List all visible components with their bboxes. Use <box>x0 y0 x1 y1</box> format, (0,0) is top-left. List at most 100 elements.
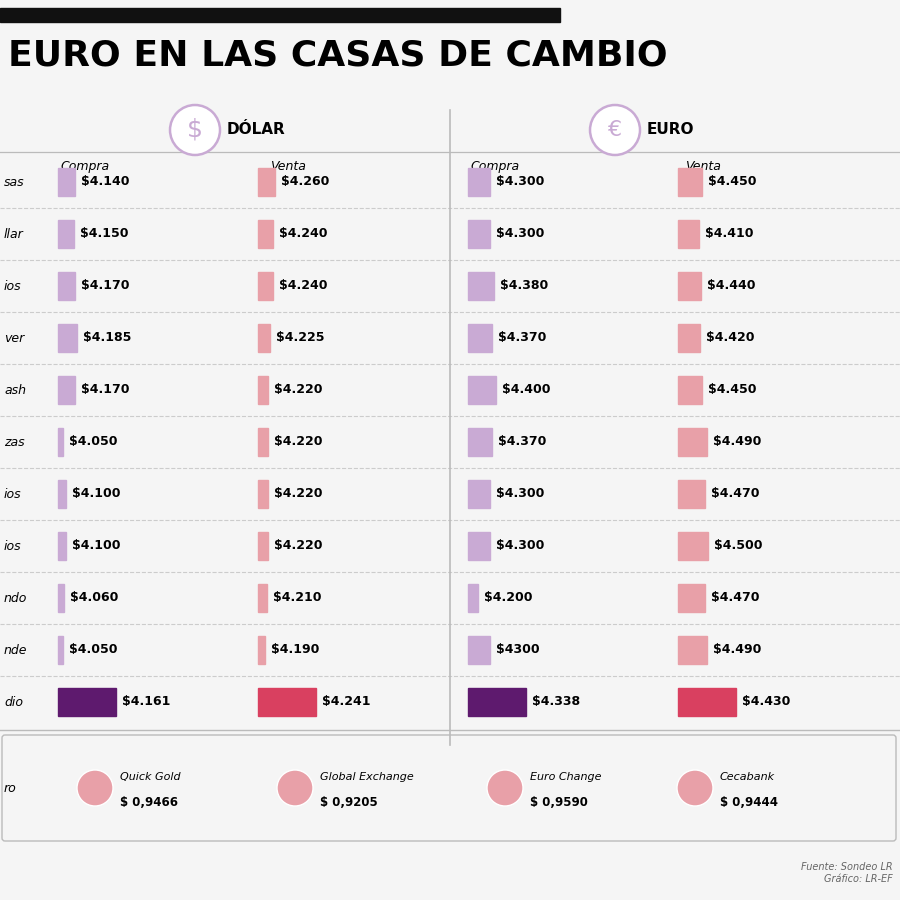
Text: llar: llar <box>4 228 23 240</box>
Bar <box>468 532 490 560</box>
Text: $4.370: $4.370 <box>499 436 546 448</box>
Text: $4.220: $4.220 <box>274 488 323 500</box>
Bar <box>58 220 74 248</box>
Text: Cecabank: Cecabank <box>720 772 775 782</box>
Bar <box>258 480 268 508</box>
Text: $4.140: $4.140 <box>81 176 130 188</box>
Circle shape <box>487 770 523 806</box>
Text: $4.300: $4.300 <box>496 488 544 500</box>
Text: EURO EN LAS CASAS DE CAMBIO: EURO EN LAS CASAS DE CAMBIO <box>8 38 668 72</box>
Text: $ 0,9590: $ 0,9590 <box>530 796 588 809</box>
Bar <box>58 532 66 560</box>
Text: $4.060: $4.060 <box>70 591 118 605</box>
Bar <box>678 584 705 612</box>
Text: €: € <box>608 120 622 140</box>
Text: $4.220: $4.220 <box>274 436 323 448</box>
Text: $4.300: $4.300 <box>496 228 544 240</box>
Text: ios: ios <box>4 280 22 292</box>
Bar <box>468 428 492 456</box>
Circle shape <box>590 105 640 155</box>
Text: Fuente: Sondeo LR: Fuente: Sondeo LR <box>801 862 893 872</box>
Text: $4.470: $4.470 <box>711 591 760 605</box>
Text: $4.050: $4.050 <box>68 644 117 656</box>
Text: DÓLAR: DÓLAR <box>227 122 286 138</box>
Text: $4.338: $4.338 <box>532 696 580 708</box>
Bar <box>58 480 66 508</box>
Text: $4.450: $4.450 <box>708 383 757 397</box>
Bar <box>58 636 63 664</box>
Text: sas: sas <box>4 176 24 188</box>
Text: $4.220: $4.220 <box>274 539 323 553</box>
Text: $4.420: $4.420 <box>706 331 754 345</box>
Text: Venta: Venta <box>270 160 306 173</box>
Text: Compra: Compra <box>470 160 519 173</box>
Bar <box>678 168 702 196</box>
Text: $ 0,9205: $ 0,9205 <box>320 796 378 809</box>
Bar <box>468 376 496 404</box>
Text: Venta: Venta <box>685 160 721 173</box>
Text: $4.185: $4.185 <box>83 331 130 345</box>
Text: $4.410: $4.410 <box>705 228 753 240</box>
Bar <box>58 272 76 300</box>
Text: Global Exchange: Global Exchange <box>320 772 414 782</box>
Bar <box>468 688 526 716</box>
Text: ndo: ndo <box>4 591 27 605</box>
Bar <box>58 428 63 456</box>
Bar <box>258 324 270 352</box>
Text: ver: ver <box>4 331 24 345</box>
Text: $4.500: $4.500 <box>715 539 762 553</box>
Bar <box>468 584 479 612</box>
Text: $4.241: $4.241 <box>322 696 371 708</box>
Text: $4.300: $4.300 <box>496 539 544 553</box>
Text: $4.400: $4.400 <box>502 383 550 397</box>
Circle shape <box>277 770 313 806</box>
Text: $4.450: $4.450 <box>708 176 757 188</box>
Bar <box>678 324 700 352</box>
Text: $4.050: $4.050 <box>68 436 117 448</box>
Bar <box>58 168 76 196</box>
Bar <box>678 532 708 560</box>
Text: $4.380: $4.380 <box>500 280 548 292</box>
Bar <box>678 636 707 664</box>
Bar <box>678 480 705 508</box>
Text: $4.170: $4.170 <box>81 383 130 397</box>
Text: $4.430: $4.430 <box>742 696 790 708</box>
Text: $4.370: $4.370 <box>499 331 546 345</box>
Text: ios: ios <box>4 539 22 553</box>
Text: dio: dio <box>4 696 23 708</box>
Text: $: $ <box>187 118 203 142</box>
Text: $4.260: $4.260 <box>282 176 329 188</box>
Text: $4.240: $4.240 <box>279 228 328 240</box>
Text: ios: ios <box>4 488 22 500</box>
Bar <box>468 480 490 508</box>
Text: $4.240: $4.240 <box>279 280 328 292</box>
Text: ro: ro <box>4 781 17 795</box>
Bar <box>58 584 64 612</box>
Text: $4.490: $4.490 <box>713 436 761 448</box>
Text: $4.150: $4.150 <box>80 228 129 240</box>
Text: EURO: EURO <box>647 122 695 138</box>
Bar <box>58 376 76 404</box>
Text: zas: zas <box>4 436 24 448</box>
Text: ash: ash <box>4 383 26 397</box>
Bar <box>258 272 273 300</box>
Text: $4.225: $4.225 <box>275 331 324 345</box>
Text: $4.490: $4.490 <box>713 644 761 656</box>
Text: $ 0,9466: $ 0,9466 <box>120 796 178 809</box>
Circle shape <box>677 770 713 806</box>
Text: $4.470: $4.470 <box>711 488 760 500</box>
Bar <box>468 168 490 196</box>
Bar <box>678 220 699 248</box>
Bar <box>258 532 268 560</box>
Circle shape <box>77 770 113 806</box>
Bar <box>258 220 273 248</box>
Bar <box>58 324 76 352</box>
Bar <box>258 584 267 612</box>
Circle shape <box>170 105 220 155</box>
Text: $4.200: $4.200 <box>484 591 533 605</box>
Text: $4.300: $4.300 <box>496 176 544 188</box>
Text: $4.100: $4.100 <box>72 539 121 553</box>
Bar <box>258 376 268 404</box>
Bar <box>678 688 736 716</box>
Text: nde: nde <box>4 644 28 656</box>
